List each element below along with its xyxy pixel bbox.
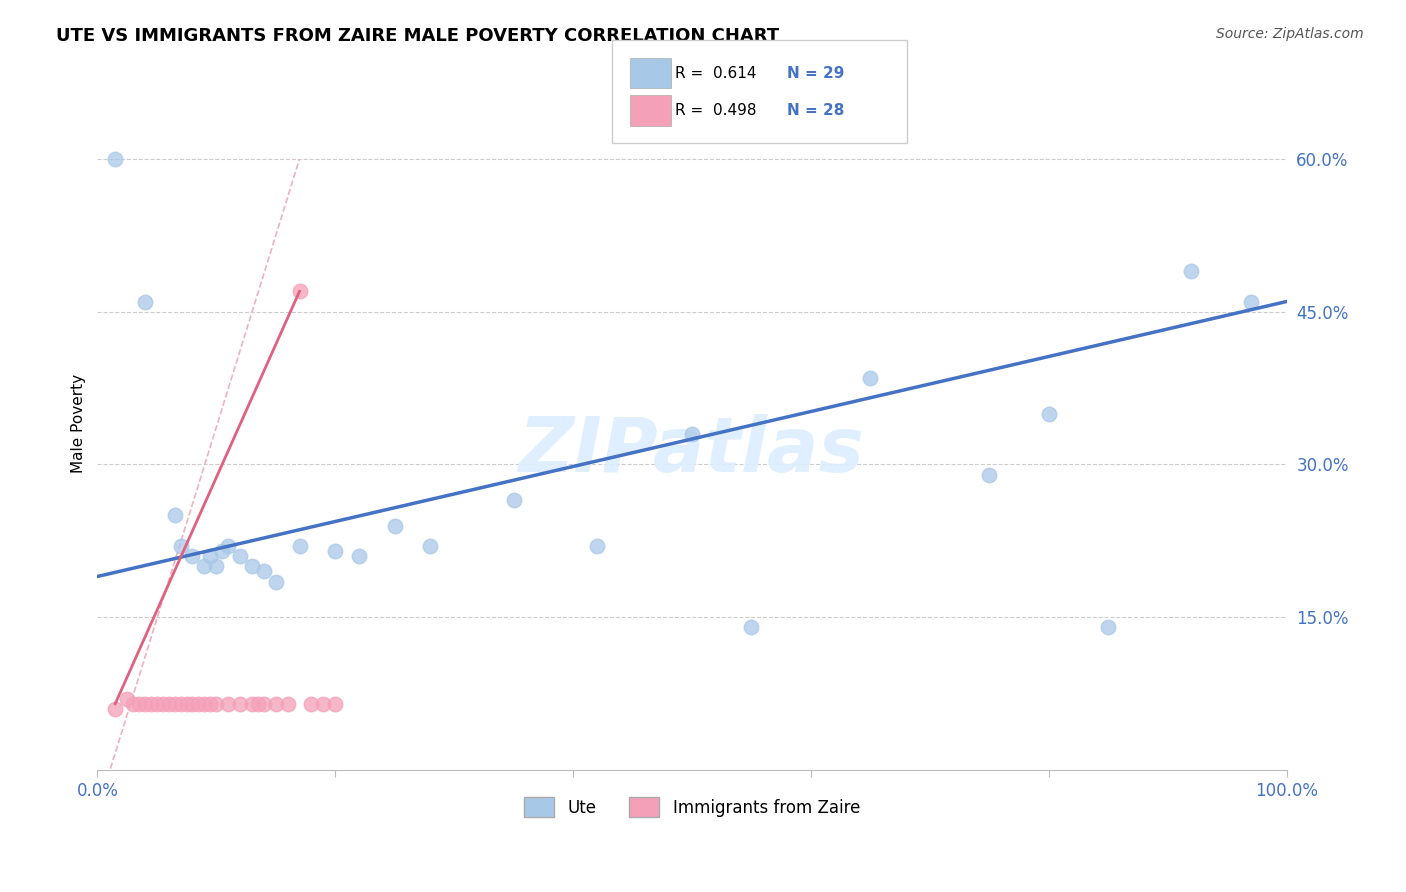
- Point: [187, 697, 209, 711]
- Point: [253, 697, 276, 711]
- Point: [681, 426, 703, 441]
- Point: [104, 152, 127, 166]
- Point: [134, 697, 156, 711]
- Point: [115, 691, 138, 706]
- Point: [859, 371, 882, 385]
- Point: [1180, 264, 1202, 278]
- Point: [139, 697, 162, 711]
- Point: [205, 559, 228, 574]
- Point: [163, 508, 186, 523]
- Point: [288, 285, 311, 299]
- Point: [323, 697, 346, 711]
- Point: [264, 574, 287, 589]
- Point: [1097, 620, 1119, 634]
- Text: N = 28: N = 28: [787, 103, 845, 118]
- Point: [134, 294, 156, 309]
- Point: [205, 697, 228, 711]
- Point: [323, 544, 346, 558]
- Text: UTE VS IMMIGRANTS FROM ZAIRE MALE POVERTY CORRELATION CHART: UTE VS IMMIGRANTS FROM ZAIRE MALE POVERT…: [56, 27, 779, 45]
- Text: Source: ZipAtlas.com: Source: ZipAtlas.com: [1216, 27, 1364, 41]
- Point: [264, 697, 287, 711]
- Point: [1240, 294, 1263, 309]
- Point: [384, 518, 406, 533]
- Point: [104, 702, 127, 716]
- Point: [169, 697, 191, 711]
- Point: [152, 697, 174, 711]
- Point: [1038, 407, 1060, 421]
- Text: N = 29: N = 29: [787, 66, 845, 80]
- Point: [312, 697, 335, 711]
- Point: [200, 549, 222, 563]
- Point: [253, 565, 276, 579]
- Text: ZIPatlas: ZIPatlas: [519, 415, 865, 489]
- Point: [240, 697, 263, 711]
- Point: [246, 697, 269, 711]
- Point: [347, 549, 370, 563]
- Point: [299, 697, 322, 711]
- Legend: Ute, Immigrants from Zaire: Ute, Immigrants from Zaire: [517, 790, 868, 824]
- Point: [157, 697, 180, 711]
- Point: [229, 697, 252, 711]
- Point: [181, 697, 204, 711]
- Point: [193, 697, 215, 711]
- Point: [211, 544, 233, 558]
- Point: [217, 539, 239, 553]
- Point: [740, 620, 762, 634]
- Point: [502, 493, 524, 508]
- Point: [176, 697, 198, 711]
- Point: [122, 697, 145, 711]
- Text: R =  0.614: R = 0.614: [675, 66, 756, 80]
- Point: [169, 539, 191, 553]
- Text: R =  0.498: R = 0.498: [675, 103, 756, 118]
- Point: [277, 697, 299, 711]
- Point: [181, 549, 204, 563]
- Y-axis label: Male Poverty: Male Poverty: [72, 374, 86, 474]
- Point: [163, 697, 186, 711]
- Point: [217, 697, 239, 711]
- Point: [128, 697, 150, 711]
- Point: [585, 539, 607, 553]
- Point: [979, 467, 1001, 482]
- Point: [240, 559, 263, 574]
- Point: [419, 539, 441, 553]
- Point: [288, 539, 311, 553]
- Point: [200, 697, 222, 711]
- Point: [193, 559, 215, 574]
- Point: [229, 549, 252, 563]
- Point: [146, 697, 169, 711]
